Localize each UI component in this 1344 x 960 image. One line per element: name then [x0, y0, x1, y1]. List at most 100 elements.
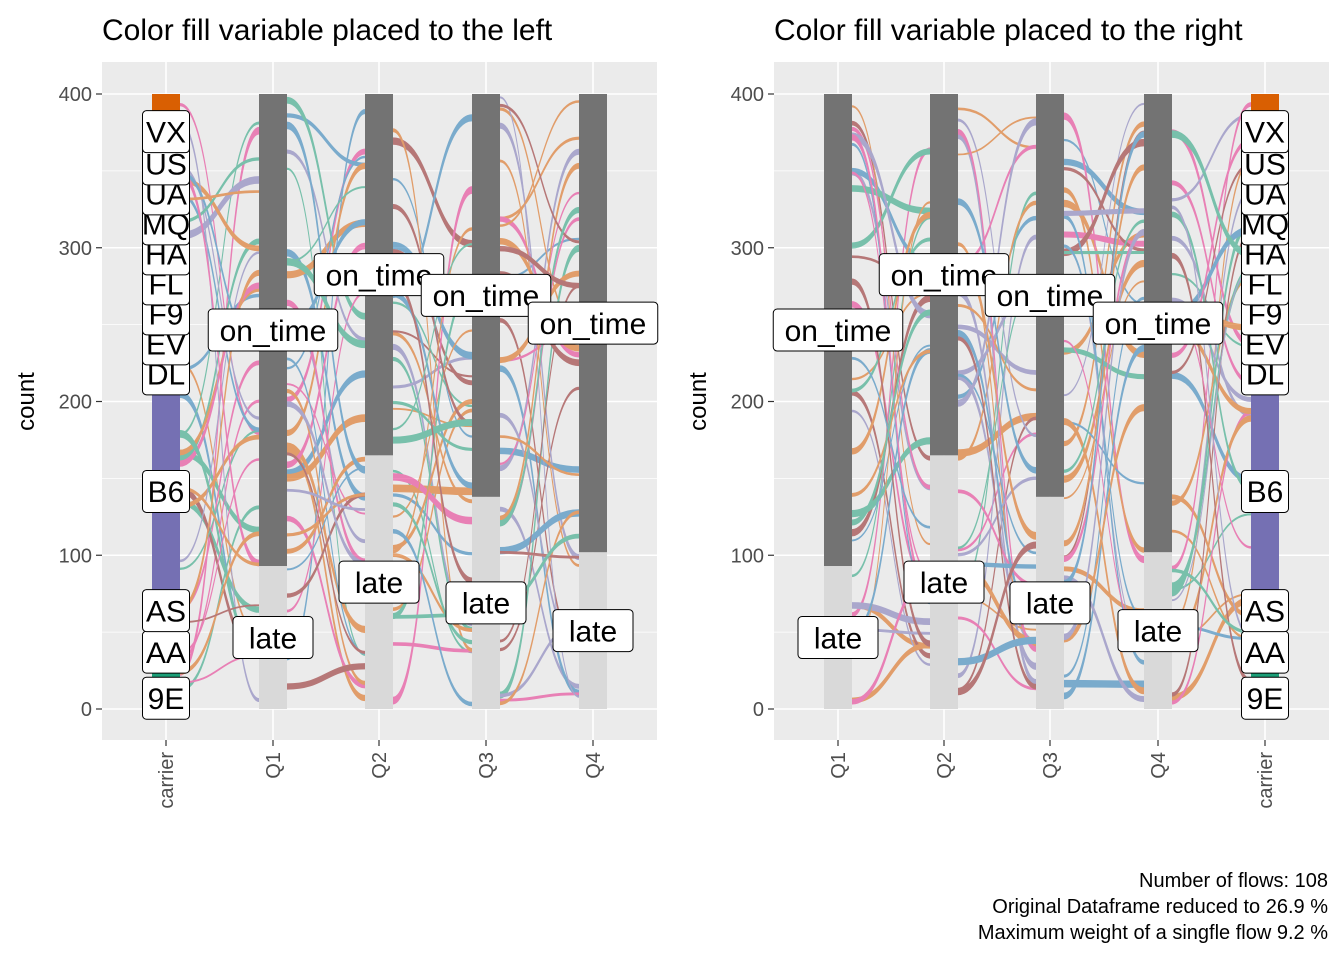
label-box	[232, 616, 314, 660]
flow-ribbon	[1063, 250, 1145, 255]
label-text: on_time	[433, 280, 540, 313]
x-tick-label: Q3	[476, 752, 498, 779]
y-tick-label: 400	[59, 84, 92, 106]
label-text: late	[1026, 588, 1074, 621]
carrier-label-b6: B6	[1241, 469, 1289, 513]
label-box	[527, 301, 659, 345]
label-text: B6	[148, 476, 185, 509]
label-box	[984, 273, 1116, 317]
y-tick-label: 300	[731, 238, 764, 260]
y-tick-label: 100	[731, 545, 764, 567]
caption-reduction: Original Dataframe reduced to 26.9 %	[992, 896, 1328, 918]
label-text: AS	[1245, 595, 1285, 628]
label-box	[142, 589, 190, 633]
on-time-label-q4: on_time	[527, 301, 659, 345]
label-text: VX	[1245, 116, 1285, 149]
label-text: late	[355, 567, 403, 600]
label-text: late	[569, 615, 617, 648]
label-text: VX	[146, 116, 186, 149]
x-tick-label: carrier	[1255, 752, 1277, 809]
label-text: 9E	[1247, 683, 1284, 716]
label-box	[1092, 301, 1224, 345]
label-text: late	[249, 622, 297, 655]
on-time-label-q1: on_time	[207, 308, 339, 352]
y-tick-label: 0	[753, 699, 764, 721]
label-text: AA	[146, 637, 186, 670]
on-time-label-q3: on_time	[420, 273, 552, 317]
label-text: on_time	[326, 259, 433, 292]
label-box	[1117, 609, 1199, 653]
late-label-q3: late	[1009, 581, 1091, 625]
label-box	[420, 273, 552, 317]
label-text: US	[145, 149, 187, 182]
label-box	[142, 110, 190, 154]
chart-panel-2: Color fill variable placed to the right 0…	[685, 14, 1329, 809]
on-time-label-q2: on_time	[313, 253, 445, 297]
late-label-q2: late	[338, 560, 420, 604]
label-box	[1241, 589, 1289, 633]
on-time-label-q3: on_time	[984, 273, 1116, 317]
label-text: late	[920, 567, 968, 600]
label-text: on_time	[540, 308, 647, 341]
on-time-label-q1: on_time	[772, 308, 904, 352]
label-box	[338, 560, 420, 604]
label-text: 9E	[148, 683, 185, 716]
carrier-label-as: AS	[1241, 589, 1289, 633]
label-text: AA	[1245, 637, 1285, 670]
label-text: late	[462, 588, 510, 621]
y-tick-label: 0	[81, 699, 92, 721]
chart-title: Color fill variable placed to the right	[774, 14, 1243, 47]
label-text: on_time	[785, 315, 892, 348]
y-axis-label: count	[685, 372, 712, 431]
x-tick-label: Q2	[934, 752, 956, 779]
caption-flow-count: Number of flows: 108	[1139, 870, 1328, 892]
caption-max-weight: Maximum weight of a singfle flow 9.2 %	[977, 922, 1328, 944]
label-text: late	[1134, 615, 1182, 648]
late-label-q3: late	[445, 581, 527, 625]
carrier-label-9e: 9E	[1241, 676, 1289, 720]
x-tick-label: Q1	[263, 752, 285, 779]
late-label-q2: late	[903, 560, 985, 604]
on-time-label-q4: on_time	[1092, 301, 1224, 345]
carrier-label-aa: AA	[142, 630, 190, 674]
y-tick-label: 200	[59, 392, 92, 414]
carrier-label-us: US	[1241, 142, 1289, 186]
label-box	[445, 581, 527, 625]
x-tick-label: Q3	[1040, 752, 1062, 779]
label-box	[207, 308, 339, 352]
label-text: B6	[1247, 476, 1284, 509]
label-box	[1241, 469, 1289, 513]
late-label-q4: late	[552, 609, 634, 653]
y-tick-label: 100	[59, 545, 92, 567]
label-box	[1241, 110, 1289, 154]
label-box	[552, 609, 634, 653]
y-axis-label: count	[13, 372, 40, 431]
x-tick-label: Q2	[369, 752, 391, 779]
x-tick-label: carrier	[156, 752, 178, 809]
carrier-label-vx: VX	[1241, 110, 1289, 154]
label-text: on_time	[891, 259, 998, 292]
label-text: on_time	[1105, 308, 1212, 341]
label-text: late	[814, 622, 862, 655]
label-box	[772, 308, 904, 352]
label-box	[1009, 581, 1091, 625]
y-tick-label: 300	[59, 238, 92, 260]
label-box	[142, 469, 190, 513]
label-box	[797, 616, 879, 660]
carrier-label-b6: B6	[142, 469, 190, 513]
on-time-label-q2: on_time	[878, 253, 1010, 297]
late-label-q4: late	[1117, 609, 1199, 653]
carrier-label-aa: AA	[1241, 630, 1289, 674]
label-box	[1241, 676, 1289, 720]
label-box	[903, 560, 985, 604]
carrier-label-9e: 9E	[142, 676, 190, 720]
label-text: US	[1244, 149, 1286, 182]
carrier-label-vx: VX	[142, 110, 190, 154]
x-tick-label: Q4	[583, 752, 605, 779]
carrier-label-us: US	[142, 142, 190, 186]
label-text: on_time	[220, 315, 327, 348]
label-box	[142, 676, 190, 720]
carrier-label-as: AS	[142, 589, 190, 633]
y-tick-label: 400	[731, 84, 764, 106]
